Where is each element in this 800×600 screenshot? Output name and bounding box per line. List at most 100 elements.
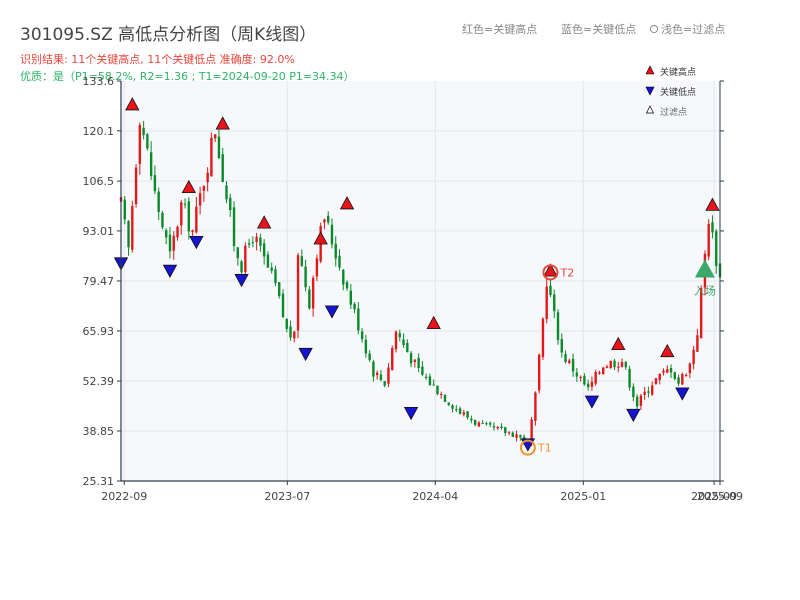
candle-body: [183, 203, 187, 205]
candle-body: [496, 426, 499, 429]
key-high-marker: [705, 197, 720, 211]
candle-body: [545, 286, 548, 320]
candle-body: [424, 376, 428, 379]
y-tick-label: 38.85: [83, 425, 115, 438]
candle-body: [650, 385, 654, 395]
candle-body: [666, 369, 669, 373]
candle-body: [345, 282, 349, 289]
legend-filtered-label: 过滤点: [660, 106, 687, 118]
candle-body: [635, 396, 639, 407]
y-tick-label: 52.39: [83, 375, 115, 388]
candle-body: [658, 373, 661, 380]
result-subtitle: 识别结果: 11个关键高点, 11个关键低点 准确度: 92.0%: [20, 52, 295, 66]
candle-body: [492, 425, 496, 428]
candle-body: [549, 285, 552, 296]
candle-body: [236, 247, 239, 259]
candle-body: [364, 339, 368, 354]
candle-body: [266, 254, 270, 268]
candle-body: [134, 167, 138, 205]
candle-body: [379, 374, 383, 380]
candle-body: [617, 366, 620, 368]
key-low-marker: [189, 236, 204, 250]
key-high-marker: [426, 315, 441, 329]
candle-body: [138, 124, 142, 164]
candle-body: [217, 136, 221, 159]
candle-body: [624, 362, 628, 368]
x-tick-label: 2025-01: [560, 490, 606, 503]
candle-body: [353, 303, 356, 310]
candle-body: [165, 230, 168, 238]
candle-body: [142, 127, 145, 136]
candle-body: [541, 318, 545, 357]
candle-body: [715, 231, 718, 267]
candle-body: [315, 258, 319, 277]
candle-body: [443, 394, 447, 402]
y-tick-label: 106.5: [83, 175, 115, 188]
marker-legend: 关键高点 关键低点 过滤点: [645, 65, 696, 118]
key-low-marker: [234, 274, 249, 288]
candle-body: [711, 222, 714, 233]
candle-body: [327, 215, 330, 223]
candle-body: [406, 342, 409, 353]
candle-body: [643, 391, 646, 395]
candle-body: [515, 434, 518, 438]
candle-body: [229, 197, 232, 211]
candle-body: [210, 137, 213, 177]
candle-body: [172, 235, 175, 251]
candle-body: [575, 372, 579, 377]
candle-body: [342, 269, 345, 285]
candle-body: [594, 371, 597, 384]
quality-subtitle: 优质：是（P1=58.2%, R2=1.36 ; T1=2024-09-20 P…: [20, 70, 355, 83]
y-tick-label: 133.6: [83, 75, 115, 88]
candle-body: [281, 293, 285, 318]
candle-body: [357, 308, 360, 331]
chart-title: 301095.SZ 高低点分析图（周K线图）: [20, 25, 316, 45]
legend-filtered-icon: [645, 105, 655, 114]
t1-label: T1: [537, 442, 552, 455]
candle-body: [349, 290, 353, 305]
candle-body: [507, 432, 511, 434]
legend-low-label: 关键低点: [660, 86, 696, 98]
candle-body: [240, 261, 243, 273]
candle-body: [598, 372, 601, 374]
entry-marker: [694, 259, 715, 278]
grid-lines: [121, 81, 720, 481]
candle-body: [579, 376, 582, 378]
key-high-marker: [339, 196, 355, 210]
legend-high-label: 关键高点: [660, 66, 696, 78]
candle-body: [473, 419, 477, 425]
y-tick-label: 25.31: [83, 475, 115, 488]
candle-body: [530, 419, 533, 443]
candle-body: [180, 202, 183, 226]
candle-body: [681, 373, 684, 385]
candle-body: [270, 267, 273, 271]
candle-body: [537, 354, 541, 391]
candle-body: [632, 386, 635, 398]
y-tick-label: 79.47: [83, 275, 115, 288]
candle-body: [568, 360, 571, 363]
candle-body: [402, 339, 405, 346]
candle-body: [677, 377, 680, 384]
top-legend-hollow: 浅色=过滤点: [661, 22, 725, 36]
candle-body: [372, 361, 375, 377]
candle-body: [692, 349, 695, 365]
key-high-marker: [313, 231, 328, 245]
candle-body: [206, 172, 209, 183]
candle-body: [176, 226, 179, 238]
candle-body: [500, 426, 503, 428]
key-high-marker: [181, 179, 196, 194]
candle-body: [417, 357, 420, 369]
candle-body: [149, 152, 153, 176]
candle-body: [304, 266, 307, 288]
candle-body: [481, 422, 484, 424]
candle-body: [696, 335, 699, 352]
key-low-marker: [626, 408, 641, 423]
candle-body: [699, 288, 703, 339]
candle-body: [123, 199, 126, 220]
candle-body: [131, 206, 134, 250]
candle-body: [221, 154, 224, 183]
candle-body: [274, 269, 277, 284]
y-tick-label: 93.01: [83, 225, 115, 238]
key-low-marker: [675, 387, 690, 401]
key-low-marker: [324, 305, 340, 319]
